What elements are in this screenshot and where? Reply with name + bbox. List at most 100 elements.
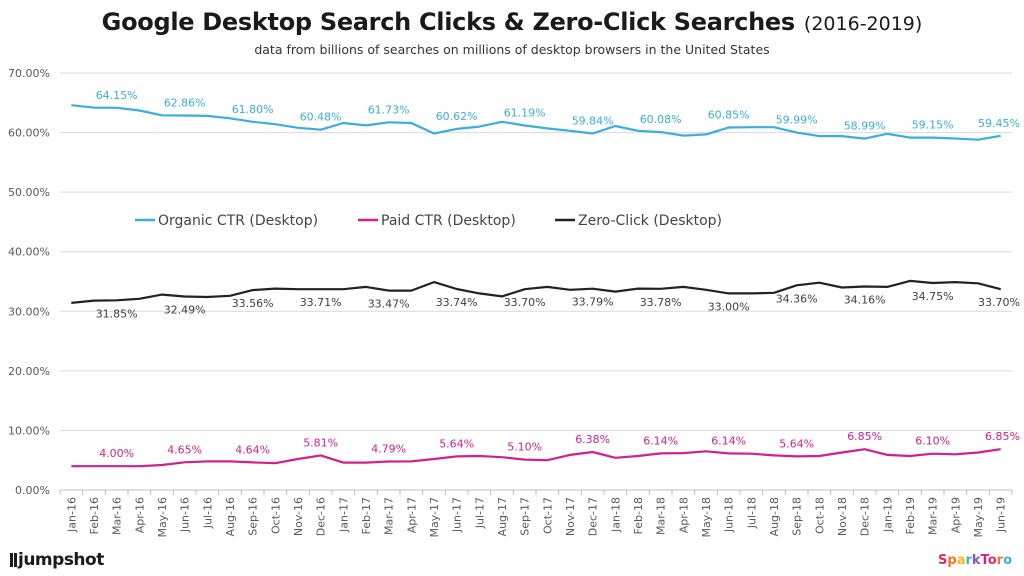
data-label: 33.70% xyxy=(978,296,1020,309)
data-label: 33.47% xyxy=(368,298,410,311)
chart-title-years: (2016-2019) xyxy=(803,13,923,35)
x-tick-label: Apr-16 xyxy=(133,497,146,533)
x-tick-label: Apr-19 xyxy=(949,497,962,533)
x-tick-label: Apr-18 xyxy=(677,497,690,533)
y-tick-label: 30.00% xyxy=(8,305,50,318)
data-label: 60.48% xyxy=(300,111,342,124)
data-label: 34.16% xyxy=(844,294,886,307)
x-tick-label: Oct-16 xyxy=(269,497,282,534)
sparktoro-logo-letter: S xyxy=(938,553,948,568)
data-label: 33.00% xyxy=(708,300,750,313)
data-label: 4.64% xyxy=(235,443,270,456)
sparktoro-logo-letter: p xyxy=(947,553,957,568)
sparktoro-logo-letter: o xyxy=(987,553,997,568)
x-tick-label: Sep-16 xyxy=(247,497,260,536)
jumpshot-logo: jumpshot xyxy=(10,550,104,570)
x-tick-label: Jul-18 xyxy=(745,497,758,529)
x-tick-label: Aug-17 xyxy=(496,497,509,536)
x-tick-label: Jul-17 xyxy=(473,497,486,529)
data-label: 6.10% xyxy=(915,435,950,448)
x-tick-label: Mar-16 xyxy=(111,497,124,535)
data-label: 33.70% xyxy=(504,296,546,309)
legend-label-paid: Paid CTR (Desktop) xyxy=(381,213,516,229)
data-label: 4.79% xyxy=(371,442,406,455)
chart-title-row: Google Desktop Search Clicks & Zero-Clic… xyxy=(0,8,1024,36)
x-tick-label: Jun-18 xyxy=(723,497,736,533)
x-tick-label: May-17 xyxy=(428,497,441,538)
data-label: 6.85% xyxy=(847,430,882,443)
jumpshot-logo-mark xyxy=(10,553,13,567)
data-label: 34.36% xyxy=(776,292,818,305)
data-label: 60.62% xyxy=(436,110,478,123)
data-label: 58.99% xyxy=(844,120,886,133)
series-line-paid xyxy=(71,448,1001,468)
sparktoro-logo-letter: k xyxy=(971,553,981,568)
chart-title: Google Desktop Search Clicks & Zero-Clic… xyxy=(101,8,795,36)
data-label: 61.80% xyxy=(232,103,274,116)
data-label: 4.00% xyxy=(99,447,134,460)
x-tick-label: Jul-16 xyxy=(201,497,214,529)
x-tick-label: Feb-16 xyxy=(88,497,101,534)
data-label: 60.08% xyxy=(640,113,682,126)
data-label: 5.10% xyxy=(507,441,542,454)
x-tick-label: Feb-19 xyxy=(904,497,917,534)
data-label: 5.81% xyxy=(303,436,338,449)
sparktoro-logo-letter: a xyxy=(956,553,966,568)
x-tick-label: Dec-17 xyxy=(587,497,600,536)
data-label: 60.85% xyxy=(708,109,750,122)
y-tick-label: 60.00% xyxy=(8,127,50,140)
x-tick-label: Jun-17 xyxy=(451,497,464,533)
x-tick-label: Jan-19 xyxy=(881,497,894,533)
x-tick-label: Jun-16 xyxy=(179,497,192,533)
x-tick-label: Dec-16 xyxy=(315,497,328,536)
data-label: 59.45% xyxy=(978,117,1020,130)
data-label: 33.56% xyxy=(232,297,274,310)
data-label: 33.78% xyxy=(640,296,682,309)
legend-label-organic: Organic CTR (Desktop) xyxy=(158,213,318,229)
data-label: 6.14% xyxy=(643,434,678,447)
chart-subtitle: data from billions of searches on millio… xyxy=(254,42,770,57)
data-label: 32.49% xyxy=(164,303,206,316)
data-label: 5.64% xyxy=(439,437,474,450)
x-tick-label: Jan-18 xyxy=(609,497,622,533)
legend-label-zero_click: Zero-Click (Desktop) xyxy=(578,213,722,229)
x-tick-label: Oct-18 xyxy=(813,497,826,534)
x-tick-label: Mar-18 xyxy=(655,497,668,535)
x-tick-label: Mar-17 xyxy=(383,497,396,535)
x-tick-label: Jan-17 xyxy=(337,497,350,533)
data-label: 31.85% xyxy=(96,307,138,320)
y-tick-label: 10.00% xyxy=(8,424,50,437)
x-tick-label: Nov-16 xyxy=(292,497,305,536)
y-tick-label: 40.00% xyxy=(8,246,50,259)
x-tick-label: Sep-18 xyxy=(791,497,804,536)
data-label: 34.75% xyxy=(912,290,954,303)
y-tick-label: 0.00% xyxy=(15,484,50,497)
sparktoro-logo-letter: T xyxy=(980,553,988,568)
x-tick-label: Nov-18 xyxy=(836,497,849,536)
sparktoro-logo: SparkToro xyxy=(938,553,1012,568)
data-label: 61.19% xyxy=(504,106,546,119)
x-tick-label: Feb-18 xyxy=(632,497,645,534)
x-tick-label: Mar-19 xyxy=(927,497,940,535)
sparktoro-logo-letter: o xyxy=(1003,553,1012,568)
y-tick-label: 20.00% xyxy=(8,365,50,378)
data-label: 33.71% xyxy=(300,296,342,309)
x-tick-label: Jun-19 xyxy=(995,497,1008,533)
data-label: 6.85% xyxy=(985,430,1020,443)
data-label: 6.14% xyxy=(711,434,746,447)
x-tick-label: Oct-17 xyxy=(541,497,554,534)
x-tick-label: Aug-18 xyxy=(768,497,781,536)
x-tick-label: May-16 xyxy=(156,497,169,538)
data-label: 5.64% xyxy=(779,437,814,450)
data-label: 59.99% xyxy=(776,114,818,127)
x-tick-label: Aug-16 xyxy=(224,497,237,536)
sparktoro-logo-letter: r xyxy=(996,553,1004,568)
data-label: 61.73% xyxy=(368,103,410,116)
data-label: 64.15% xyxy=(96,89,138,102)
x-tick-label: May-19 xyxy=(972,497,985,538)
x-tick-label: Feb-17 xyxy=(360,497,373,534)
data-label: 59.84% xyxy=(572,115,614,128)
x-tick-label: Jan-16 xyxy=(65,497,78,533)
data-label: 62.86% xyxy=(164,97,206,110)
